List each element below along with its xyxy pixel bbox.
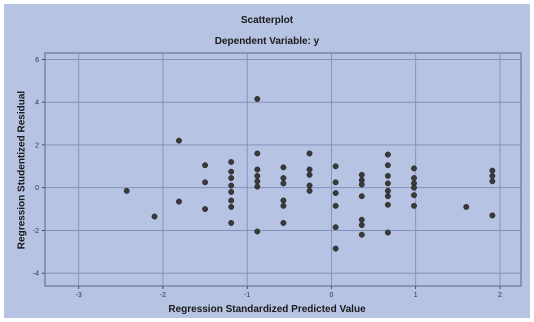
scatter-point — [306, 171, 313, 178]
scatter-point — [254, 150, 261, 157]
scatter-point — [358, 231, 365, 238]
scatter-point — [280, 219, 287, 226]
scatter-point — [176, 198, 182, 205]
y-tick-label: 4 — [35, 100, 39, 107]
scatter-point — [411, 165, 417, 172]
scatter-point — [254, 178, 261, 185]
scatter-point — [411, 184, 417, 191]
scatter-point — [489, 172, 496, 179]
scatter-point — [228, 159, 235, 165]
scatter-point — [123, 187, 130, 194]
scatter-point — [332, 202, 339, 209]
scatter-point — [202, 179, 209, 186]
scatter-point — [280, 175, 287, 182]
scatter-point — [384, 229, 391, 236]
x-tick-label: -2 — [160, 292, 166, 299]
scatter-point — [254, 96, 261, 102]
scatter-point — [202, 206, 209, 212]
scatter-point — [489, 212, 496, 219]
scatter-point — [280, 180, 287, 187]
scatter-point — [228, 197, 235, 204]
scatter-point — [151, 213, 158, 220]
scatter-point — [332, 179, 339, 186]
scatter-point — [358, 171, 365, 178]
scatter-point — [411, 192, 417, 199]
scatter-point — [332, 224, 339, 231]
scatter-point — [463, 203, 470, 210]
scatter-point — [489, 167, 496, 174]
x-tick-label: -1 — [244, 292, 250, 299]
scatter-point — [358, 193, 365, 200]
x-tick-label: 1 — [414, 292, 418, 299]
chart-subtitle: Dependent Variable: y — [214, 36, 320, 47]
y-tick-label: 0 — [35, 185, 39, 192]
scatter-point — [332, 245, 339, 252]
y-axis-label: Regression Studentized Residual — [16, 90, 28, 250]
scatter-point — [384, 193, 391, 200]
y-tick-label: -4 — [33, 271, 39, 278]
scatter-point — [228, 188, 235, 195]
scatter-point — [332, 163, 339, 170]
scatter-point — [358, 222, 365, 229]
scatter-point — [306, 150, 313, 157]
scatter-point — [489, 178, 496, 185]
scatter-point — [228, 168, 235, 175]
chart-title: Scatterplot — [240, 15, 294, 26]
y-tick-label: 2 — [35, 142, 39, 149]
scatter-point — [384, 151, 391, 158]
scatter-point — [306, 187, 313, 194]
scatter-point — [384, 201, 391, 208]
scatter-point — [202, 162, 209, 169]
x-tick-label: 2 — [498, 292, 502, 299]
y-tick-label: 6 — [35, 57, 39, 64]
scatter-point — [332, 190, 339, 196]
scatter-point — [384, 180, 391, 187]
scatter-point — [254, 183, 261, 190]
scatter-point — [384, 187, 391, 194]
scatter-point — [411, 202, 417, 209]
scatter-point — [228, 175, 235, 182]
scatter-point — [176, 137, 182, 144]
scatter-point — [358, 216, 365, 223]
scatter-point — [384, 162, 391, 169]
scatter-point — [254, 228, 261, 235]
scatter-point — [384, 172, 391, 179]
scatter-point — [228, 219, 235, 226]
x-axis-label: Regression Standardized Predicted Value — [168, 304, 366, 315]
x-tick-label: 0 — [329, 292, 333, 299]
scatter-point — [280, 164, 287, 171]
scatter-point — [254, 166, 261, 173]
scatter-point — [411, 175, 417, 182]
scatter-point — [306, 166, 313, 173]
scatter-point — [358, 181, 365, 188]
scatter-point — [280, 202, 287, 209]
scatter-point — [306, 182, 313, 189]
scatter-point — [228, 182, 235, 189]
y-tick-label: -2 — [33, 228, 39, 235]
x-tick-label: -3 — [76, 292, 82, 299]
scatter-point — [254, 172, 261, 179]
scatter-point — [228, 203, 235, 210]
scatter-point — [280, 197, 287, 204]
